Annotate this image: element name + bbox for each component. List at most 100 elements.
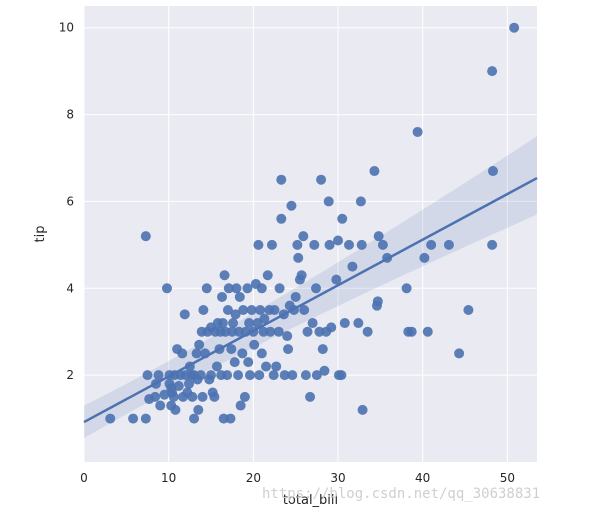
data-point (173, 381, 184, 391)
data-point (244, 318, 255, 329)
data-point (234, 291, 245, 302)
data-point (168, 391, 179, 402)
data-point (187, 391, 198, 402)
data-point (336, 370, 347, 381)
data-point (159, 389, 170, 400)
data-point (223, 283, 234, 294)
data-point (219, 270, 230, 281)
data-point (377, 239, 388, 250)
data-point (217, 318, 228, 329)
data-point (296, 270, 307, 281)
data-point (293, 252, 304, 263)
data-point (355, 196, 366, 207)
data-point (426, 239, 437, 250)
data-point (255, 305, 266, 315)
data-point (369, 166, 380, 177)
data-point (362, 326, 373, 337)
data-point (337, 213, 348, 224)
data-point (443, 239, 454, 250)
data-point (217, 291, 228, 302)
data-point (357, 404, 368, 415)
data-point (150, 391, 161, 402)
data-point (317, 344, 328, 355)
data-point (286, 200, 297, 211)
data-point (233, 370, 244, 381)
data-point (344, 239, 355, 250)
data-point (419, 252, 430, 263)
data-point (271, 361, 282, 372)
x-tick-label: 40 (415, 471, 430, 485)
data-point (261, 361, 272, 372)
data-point (463, 305, 474, 315)
data-point (140, 413, 151, 424)
data-point (206, 370, 217, 381)
data-point (256, 283, 267, 294)
data-point (339, 318, 350, 329)
data-point (326, 322, 337, 333)
data-point (209, 391, 220, 402)
data-point (197, 391, 208, 402)
data-point (179, 309, 190, 320)
data-point (105, 413, 116, 424)
data-point (235, 400, 246, 411)
data-point (259, 313, 270, 324)
data-point (273, 326, 284, 337)
confidence-band-area (84, 136, 537, 439)
x-tick-label: 10 (161, 471, 176, 485)
data-point (230, 309, 241, 320)
y-tick-label: 8 (66, 108, 74, 122)
data-point (283, 344, 294, 355)
data-point (324, 239, 335, 250)
data-point (372, 296, 383, 307)
data-point (509, 22, 520, 33)
data-point (222, 305, 233, 315)
data-point (237, 348, 248, 359)
data-point (226, 344, 237, 355)
data-point (191, 348, 202, 359)
data-point (265, 326, 276, 337)
data-point (254, 370, 265, 381)
data-point (319, 365, 330, 376)
data-point (412, 126, 423, 137)
data-point (298, 231, 309, 242)
x-axis-label: total_bill (283, 493, 338, 508)
data-point (333, 235, 344, 246)
data-point (128, 413, 139, 424)
data-point (140, 231, 151, 242)
data-point (299, 305, 310, 315)
data-point (243, 357, 254, 368)
data-point (225, 413, 236, 424)
data-point (249, 339, 260, 350)
y-tick-label: 4 (66, 281, 74, 295)
data-point (231, 283, 242, 294)
watermark-text: https://blog.csdn.net/qq_30638831 (262, 486, 541, 502)
y-tick-labels: 2 4 6 8 10 (59, 21, 74, 382)
data-point (282, 331, 293, 342)
data-point (274, 283, 285, 294)
data-point (331, 274, 342, 285)
data-points (105, 22, 520, 424)
x-tick-label: 0 (80, 471, 88, 485)
data-point (287, 370, 298, 381)
data-point (198, 305, 209, 315)
data-point (268, 370, 279, 381)
x-tick-labels: 0 10 20 30 40 50 (80, 471, 515, 485)
y-tick-label: 6 (66, 194, 74, 208)
data-point (193, 404, 204, 415)
data-point (153, 370, 164, 381)
data-point (276, 213, 287, 224)
data-point (170, 404, 181, 415)
data-point (155, 400, 166, 411)
data-point (262, 270, 273, 281)
data-point (373, 231, 384, 242)
data-point (266, 239, 277, 250)
data-point (246, 305, 257, 315)
data-point (242, 283, 253, 294)
data-point (290, 291, 301, 302)
y-axis-label: tip (33, 226, 48, 243)
data-point (406, 326, 417, 337)
y-tick-label: 10 (59, 21, 74, 35)
data-point (244, 370, 255, 381)
data-point (311, 370, 322, 381)
